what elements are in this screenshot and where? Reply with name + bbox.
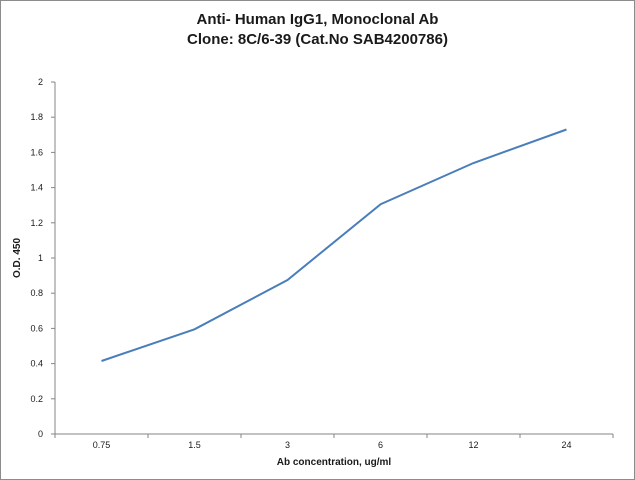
x-tick-label: 12: [468, 440, 478, 450]
y-tick-label: 0.8: [30, 288, 43, 298]
y-tick-label: 1.2: [30, 218, 43, 228]
x-tick-label: 3: [285, 440, 290, 450]
chart-subtitle: Clone: 8C/6-39 (Cat.No SAB4200786): [187, 31, 448, 48]
y-tick-label: 0: [38, 429, 43, 439]
y-axis-ticks: 0 0.2 0.4 0.6 0.8 1 1.2 1.4 1.6 1.8 2: [30, 77, 55, 439]
y-axis-label: O.D. 450: [12, 238, 23, 278]
chart-title: Anti- Human IgG1, Monoclonal Ab: [196, 11, 439, 28]
x-axis-label: Ab concentration, ug/ml: [277, 457, 392, 468]
chart-title-block: Anti- Human IgG1, Monoclonal Ab Clone: 8…: [0, 10, 635, 50]
y-tick-label: 1.6: [30, 147, 43, 157]
x-tick-label: 6: [378, 440, 383, 450]
y-tick-label: 0.2: [30, 394, 43, 404]
series-line: [101, 128, 567, 362]
x-tick-label: 0.75: [93, 440, 111, 450]
y-tick-label: 2: [38, 77, 43, 87]
y-tick-label: 0.4: [30, 359, 43, 369]
y-tick-label: 0.6: [30, 323, 43, 333]
x-tick-label: 24: [561, 440, 571, 450]
x-axis-ticks: 0.75 1.5 3 6 12 24: [54, 434, 614, 450]
y-tick-label: 1.8: [30, 112, 43, 122]
x-tick-label: 1.5: [188, 440, 201, 450]
y-tick-label: 1.4: [30, 183, 43, 193]
y-tick-label: 1: [38, 253, 43, 263]
